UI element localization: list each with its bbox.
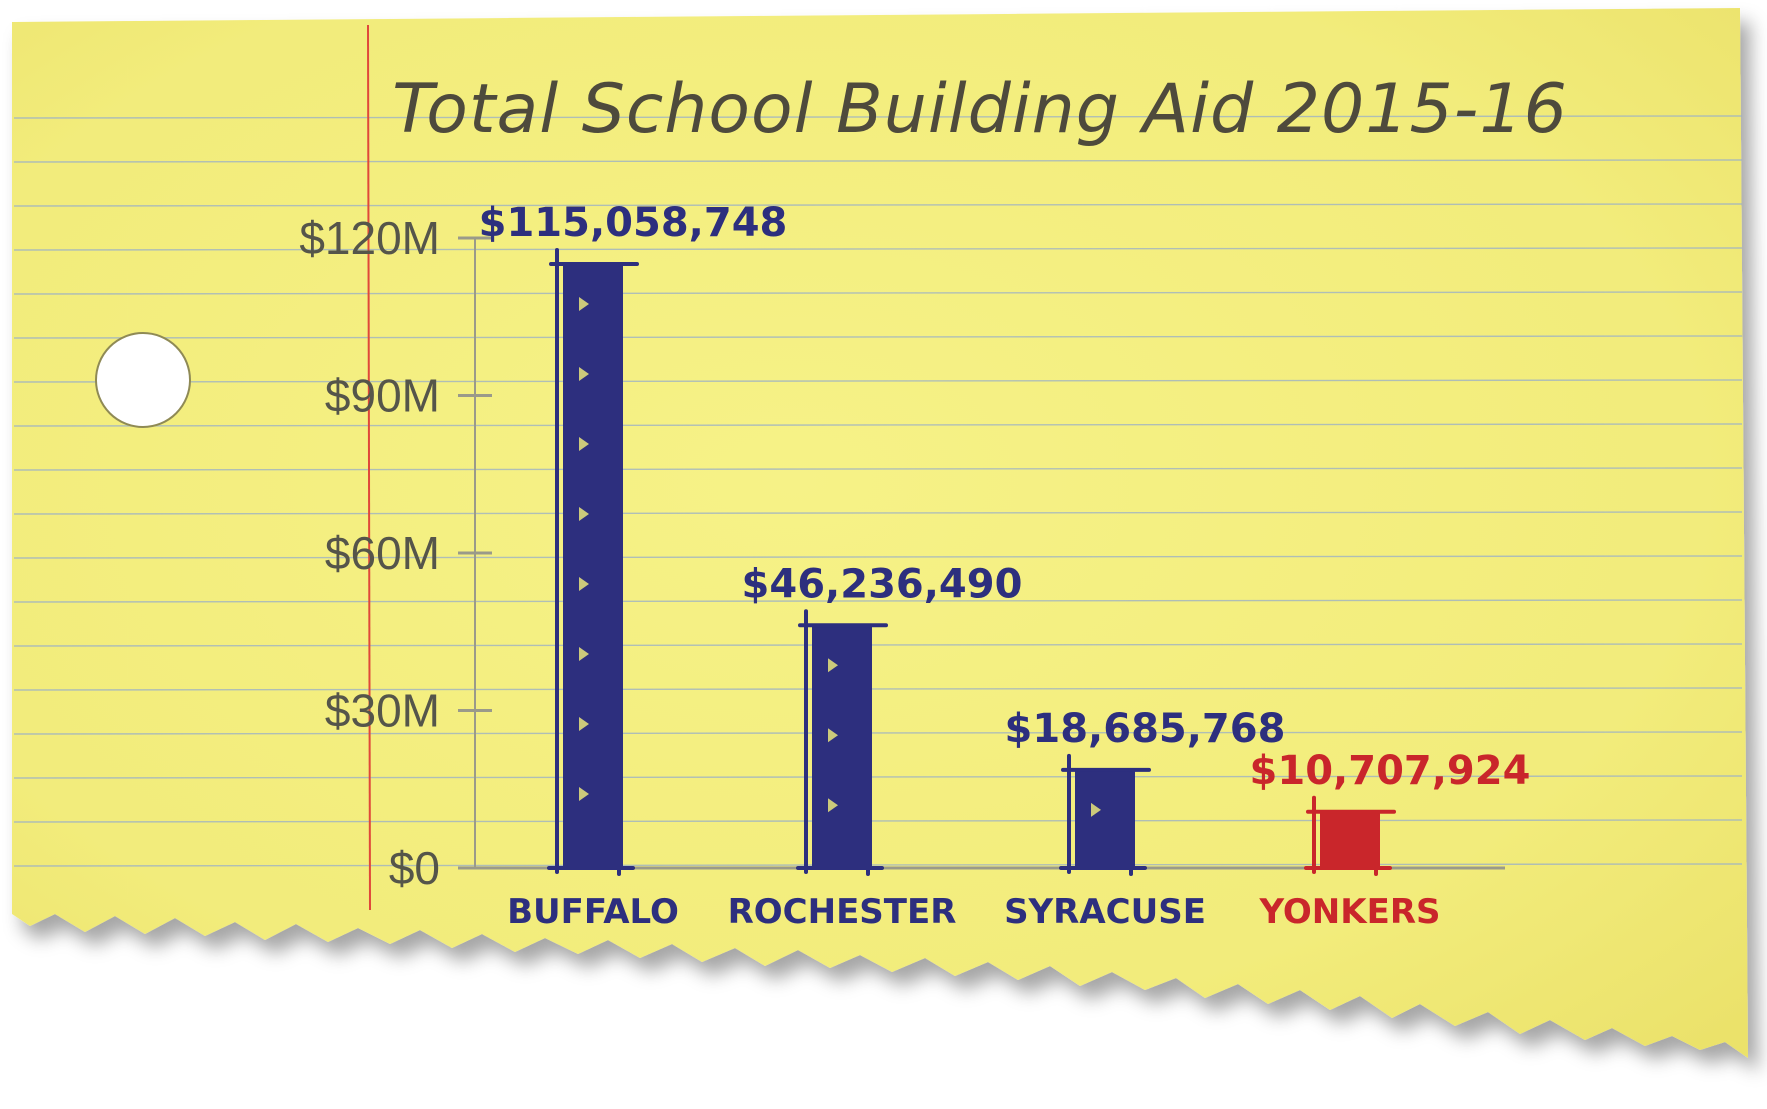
- margin-line: [367, 24, 371, 911]
- bar-fill: [563, 263, 623, 869]
- value-label-buffalo: $115,058,748: [479, 200, 788, 246]
- ruled-lines: [13, 115, 1743, 867]
- bars: [547, 247, 1396, 876]
- bar-pattern-mark: [579, 646, 589, 661]
- ruled-line: [13, 731, 1743, 735]
- bar-buffalo: [547, 247, 639, 876]
- ruled-line: [13, 555, 1743, 559]
- bar-rochester: [796, 609, 888, 876]
- bar-fill: [1320, 811, 1380, 868]
- notebook-paper: [12, 8, 1748, 1058]
- bar-pattern-mark: [579, 716, 589, 731]
- ruled-line: [13, 775, 1743, 779]
- value-labels: $115,058,748 $46,236,490 $18,685,768$10,70…: [479, 200, 1531, 794]
- ruled-line: [13, 687, 1743, 691]
- ruled-line: [13, 115, 1743, 119]
- y-axis: $0 $30M $60M $90M $120M: [299, 212, 1505, 894]
- paper-sheet: [12, 8, 1748, 1058]
- category-label-syracuse: SYRACUSE: [1004, 892, 1206, 932]
- ruled-line: [13, 423, 1743, 427]
- ruled-line: [13, 599, 1743, 603]
- y-tick-label: $0: [389, 842, 440, 894]
- bar-pattern-mark: [828, 658, 838, 673]
- bar-pattern-mark: [579, 576, 589, 591]
- category-label-rochester: ROCHESTER: [728, 892, 957, 932]
- ruled-line: [13, 863, 1743, 867]
- bar-pattern-mark: [579, 506, 589, 521]
- y-tick-label: $30M: [325, 685, 440, 737]
- bar-syracuse: [1059, 753, 1151, 876]
- bar-pattern-mark: [579, 366, 589, 381]
- bar-pattern-mark: [828, 798, 838, 813]
- bar-fill: [812, 625, 872, 868]
- bar-pattern-mark: [579, 436, 589, 451]
- ruled-line: [13, 379, 1743, 383]
- bar-pattern-mark: [1091, 802, 1101, 817]
- ruled-line: [13, 511, 1743, 515]
- ruled-line: [13, 291, 1743, 295]
- ruled-line: [13, 819, 1743, 823]
- category-label-yonkers: YONKERS: [1258, 892, 1440, 932]
- value-label-syracuse: $18,685,768: [1005, 706, 1286, 752]
- bar-pattern-mark: [828, 728, 838, 743]
- y-tick-label: $90M: [325, 370, 440, 422]
- category-label-buffalo: BUFFALO: [507, 892, 679, 932]
- bar-pattern-mark: [579, 786, 589, 801]
- bar-pattern-mark: [579, 296, 589, 311]
- value-label-rochester: $46,236,490: [742, 561, 1023, 607]
- punch-hole: [95, 332, 191, 428]
- ruled-line: [13, 467, 1743, 471]
- y-ticks: $0 $30M $60M $90M $120M: [299, 212, 492, 894]
- bar-yonkers: [1304, 795, 1396, 876]
- y-tick-label: $120M: [299, 212, 440, 264]
- chart-title: Total School Building Aid 2015-16: [392, 70, 1568, 149]
- y-tick-label: $60M: [325, 527, 440, 579]
- ruled-line: [13, 159, 1743, 163]
- ruled-line: [13, 203, 1743, 207]
- category-labels: BUFFALO ROCHESTER SYRACUSE YONKERS: [507, 892, 1440, 932]
- ruled-line: [13, 335, 1743, 339]
- ruled-line: [13, 247, 1743, 251]
- ruled-line: [13, 643, 1743, 647]
- bar-fill: [1075, 769, 1135, 868]
- value-label-yonkers: $10,707,924: [1250, 748, 1531, 794]
